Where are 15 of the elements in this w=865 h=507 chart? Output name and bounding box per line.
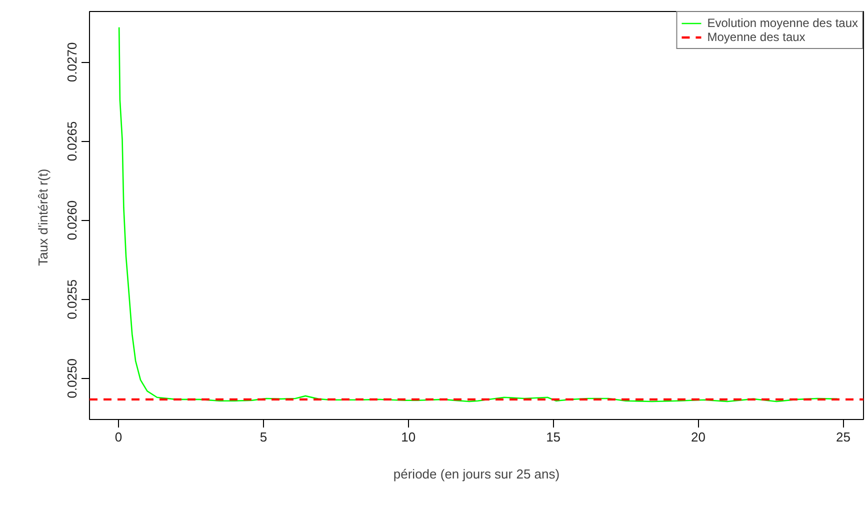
x-tick-label: 15 <box>546 430 561 444</box>
x-tick-label: 20 <box>691 430 706 444</box>
legend-label: Evolution moyenne des taux <box>707 16 858 30</box>
x-axis-title: période (en jours sur 25 ans) <box>393 466 560 482</box>
x-tick-label: 10 <box>401 430 416 444</box>
y-tick-label: 0.0250 <box>64 358 80 398</box>
x-tick-label: 25 <box>836 430 850 444</box>
y-axis-title: Taux d'intérêt r(t) <box>36 168 50 266</box>
y-tick-label: 0.0260 <box>64 200 80 240</box>
y-tick-label: 0.0255 <box>64 279 80 320</box>
legend-label: Moyenne des taux <box>707 30 806 44</box>
y-tick-label: 0.0270 <box>64 42 80 82</box>
x-tick-label: 0 <box>114 430 122 444</box>
x-tick-label: 5 <box>260 430 268 444</box>
y-tick-label: 0.0265 <box>64 121 80 162</box>
